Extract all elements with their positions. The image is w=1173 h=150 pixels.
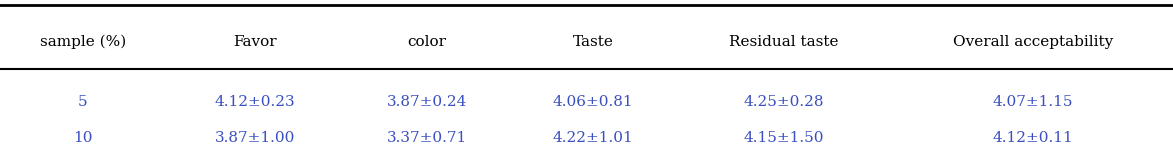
- Text: Residual taste: Residual taste: [730, 35, 839, 49]
- Text: 4.12±0.11: 4.12±0.11: [992, 131, 1073, 145]
- Text: 4.15±1.50: 4.15±1.50: [744, 131, 825, 145]
- Text: 3.87±1.00: 3.87±1.00: [215, 131, 296, 145]
- Text: 4.22±1.01: 4.22±1.01: [552, 131, 633, 145]
- Text: 10: 10: [73, 131, 93, 145]
- Text: color: color: [408, 35, 447, 49]
- Text: 4.25±0.28: 4.25±0.28: [744, 95, 825, 109]
- Text: Overall acceptability: Overall acceptability: [952, 35, 1113, 49]
- Text: Taste: Taste: [572, 35, 613, 49]
- Text: 3.87±0.24: 3.87±0.24: [387, 95, 467, 109]
- Text: 4.12±0.23: 4.12±0.23: [215, 95, 296, 109]
- Text: 4.07±1.15: 4.07±1.15: [992, 95, 1073, 109]
- Text: 3.37±0.71: 3.37±0.71: [387, 131, 467, 145]
- Text: Favor: Favor: [233, 35, 277, 49]
- Text: 5: 5: [79, 95, 88, 109]
- Text: 4.06±0.81: 4.06±0.81: [552, 95, 633, 109]
- Text: sample (%): sample (%): [40, 35, 126, 49]
